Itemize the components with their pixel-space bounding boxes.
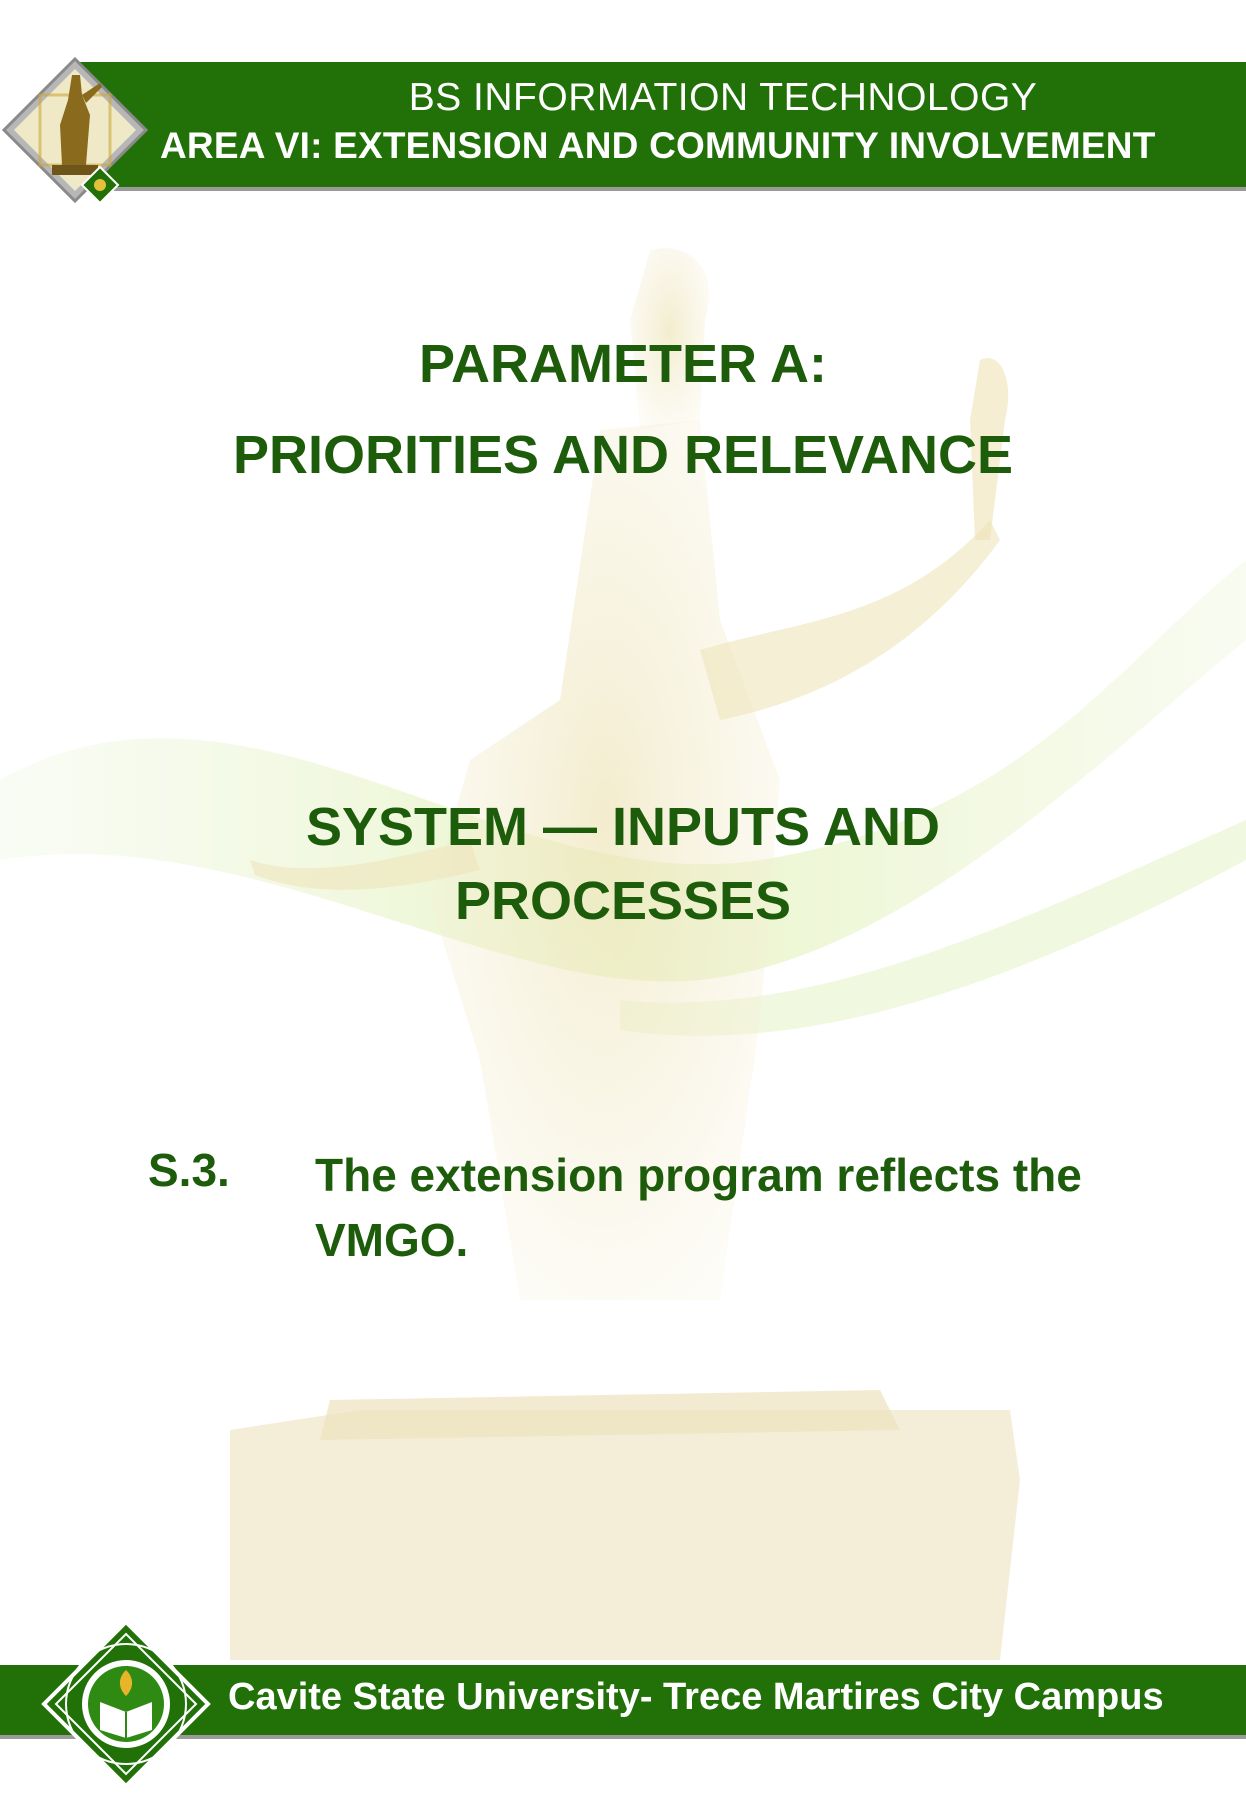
parameter-title: PRIORITIES AND RELEVANCE [232,425,1014,485]
statue-logo-icon [1,56,149,205]
item-number: S.3. [148,1144,230,1196]
system-heading-line1: SYSTEM — INPUTS AND [305,797,941,857]
campus-name: Cavite State University- Trece Martires … [228,1676,1164,1718]
footer-banner: Cavite State University- Trece Martires … [0,1665,1246,1739]
area-title: AREA VI: EXTENSION AND COMMUNITY INVOLVE… [160,125,1156,166]
system-heading-line2: PROCESSES [454,871,792,931]
program-title: BS INFORMATION TECHNOLOGY [408,76,1038,119]
header-banner: BS INFORMATION TECHNOLOGY AREA VI: EXTEN… [75,62,1246,191]
university-seal-icon [41,1619,211,1789]
item-text: The extension program reflects the VMGO. [315,1149,1082,1266]
system-heading: SYSTEM — INPUTS AND PROCESSES [0,790,1246,938]
parameter-heading: PARAMETER A: [419,334,827,394]
